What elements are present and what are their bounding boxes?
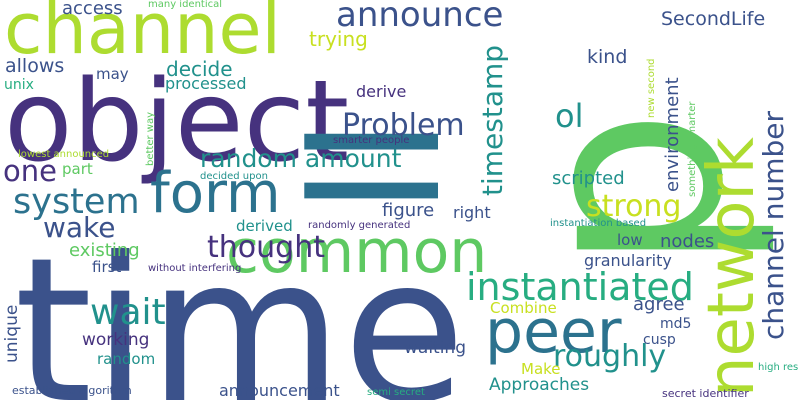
word-random: random — [97, 352, 155, 367]
word-wait: wait — [90, 295, 166, 331]
word-timestamp: timestamp — [479, 45, 507, 196]
word-md5: md5 — [660, 317, 691, 331]
word-environment: environment — [664, 77, 682, 192]
word-secondlife: SecondLife — [661, 10, 765, 29]
word-cusp: cusp — [643, 333, 676, 347]
word-figure: figure — [382, 202, 434, 220]
word-derive: derive — [356, 84, 406, 100]
word-derived: derived — [236, 219, 293, 234]
word-random-amount: random amount — [200, 146, 401, 171]
word-working: working — [82, 332, 149, 349]
word-without-interfering: without interfering — [148, 264, 241, 274]
word-right: right — [453, 205, 491, 221]
word-approaches: Approaches — [489, 377, 589, 394]
word-granularity: granularity — [584, 253, 672, 269]
word-kind: kind — [587, 48, 627, 67]
word-high-res: high res — [758, 363, 798, 373]
word-randomly-generated: randomly generated — [308, 221, 410, 231]
word-something-smarter: something smarter — [688, 102, 698, 198]
word-established-algorithm: established algorithm — [12, 385, 132, 396]
word-better-way: better way — [146, 112, 156, 166]
word-part: part — [62, 162, 93, 177]
word-low: low — [617, 233, 643, 248]
word-combine: Combine — [490, 301, 557, 316]
word-many-identical: many identical — [148, 0, 222, 10]
word-ol: ol — [555, 100, 583, 132]
word-waiting: waiting — [404, 340, 466, 357]
word-agree: agree — [633, 296, 685, 314]
word-wake: wake — [43, 214, 116, 242]
word-processed: processed — [165, 76, 246, 92]
word-trying: trying — [309, 29, 368, 49]
word-lowest-announced: lowest announced — [18, 150, 109, 160]
word-secret-identifier: secret identifier — [662, 388, 749, 399]
word-channel-number: channel number — [760, 111, 788, 340]
word-allows: allows — [5, 57, 64, 76]
word-unix: unix — [4, 78, 34, 92]
word-access: access — [62, 0, 123, 18]
word-instantiation-based: instantiation based — [550, 219, 646, 229]
word-first: first — [92, 260, 121, 275]
word-semi-secret: semi secret — [367, 388, 425, 398]
word-announcement: announcement — [219, 383, 340, 399]
word-decided-upon: decided upon — [200, 172, 268, 182]
word-scripted: scripted — [552, 170, 625, 188]
word-unique: unique — [4, 305, 21, 363]
word-nodes: nodes — [660, 233, 714, 251]
word-smarter-people: smarter people — [333, 136, 409, 146]
word-may: may — [96, 67, 129, 82]
word-new-second: new second — [647, 58, 657, 118]
word-network: network — [700, 137, 764, 397]
word-one: one — [3, 157, 57, 186]
word-thought: thought — [207, 233, 325, 263]
